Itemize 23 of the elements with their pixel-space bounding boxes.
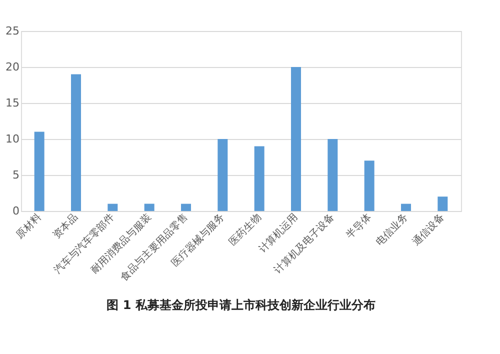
y-tick-label: 5 <box>12 168 20 182</box>
bar <box>108 204 118 211</box>
bar <box>144 204 154 211</box>
bar <box>364 160 374 211</box>
y-tick-label: 10 <box>6 132 20 146</box>
bar <box>218 139 228 211</box>
text: 图 1 私募基金所投申请上市科技创新企业行业分布 <box>106 298 376 312</box>
bar <box>34 132 44 211</box>
y-tick-label: 0 <box>12 204 20 218</box>
x-tick-label: 电信业务 <box>373 211 410 248</box>
x-tick-label: 半导体 <box>344 211 374 241</box>
x-tick-label: 通信设备 <box>410 211 447 248</box>
y-tick-label: 15 <box>6 96 20 110</box>
bar <box>71 74 81 211</box>
bar <box>254 146 264 211</box>
bar <box>328 139 338 211</box>
bar <box>438 196 448 211</box>
x-tick-label: 资本品 <box>50 211 80 241</box>
y-tick-label: 25 <box>6 24 20 38</box>
bar <box>401 204 411 211</box>
y-tick-label: 20 <box>6 60 20 74</box>
bar <box>291 67 301 211</box>
bar <box>181 204 191 211</box>
